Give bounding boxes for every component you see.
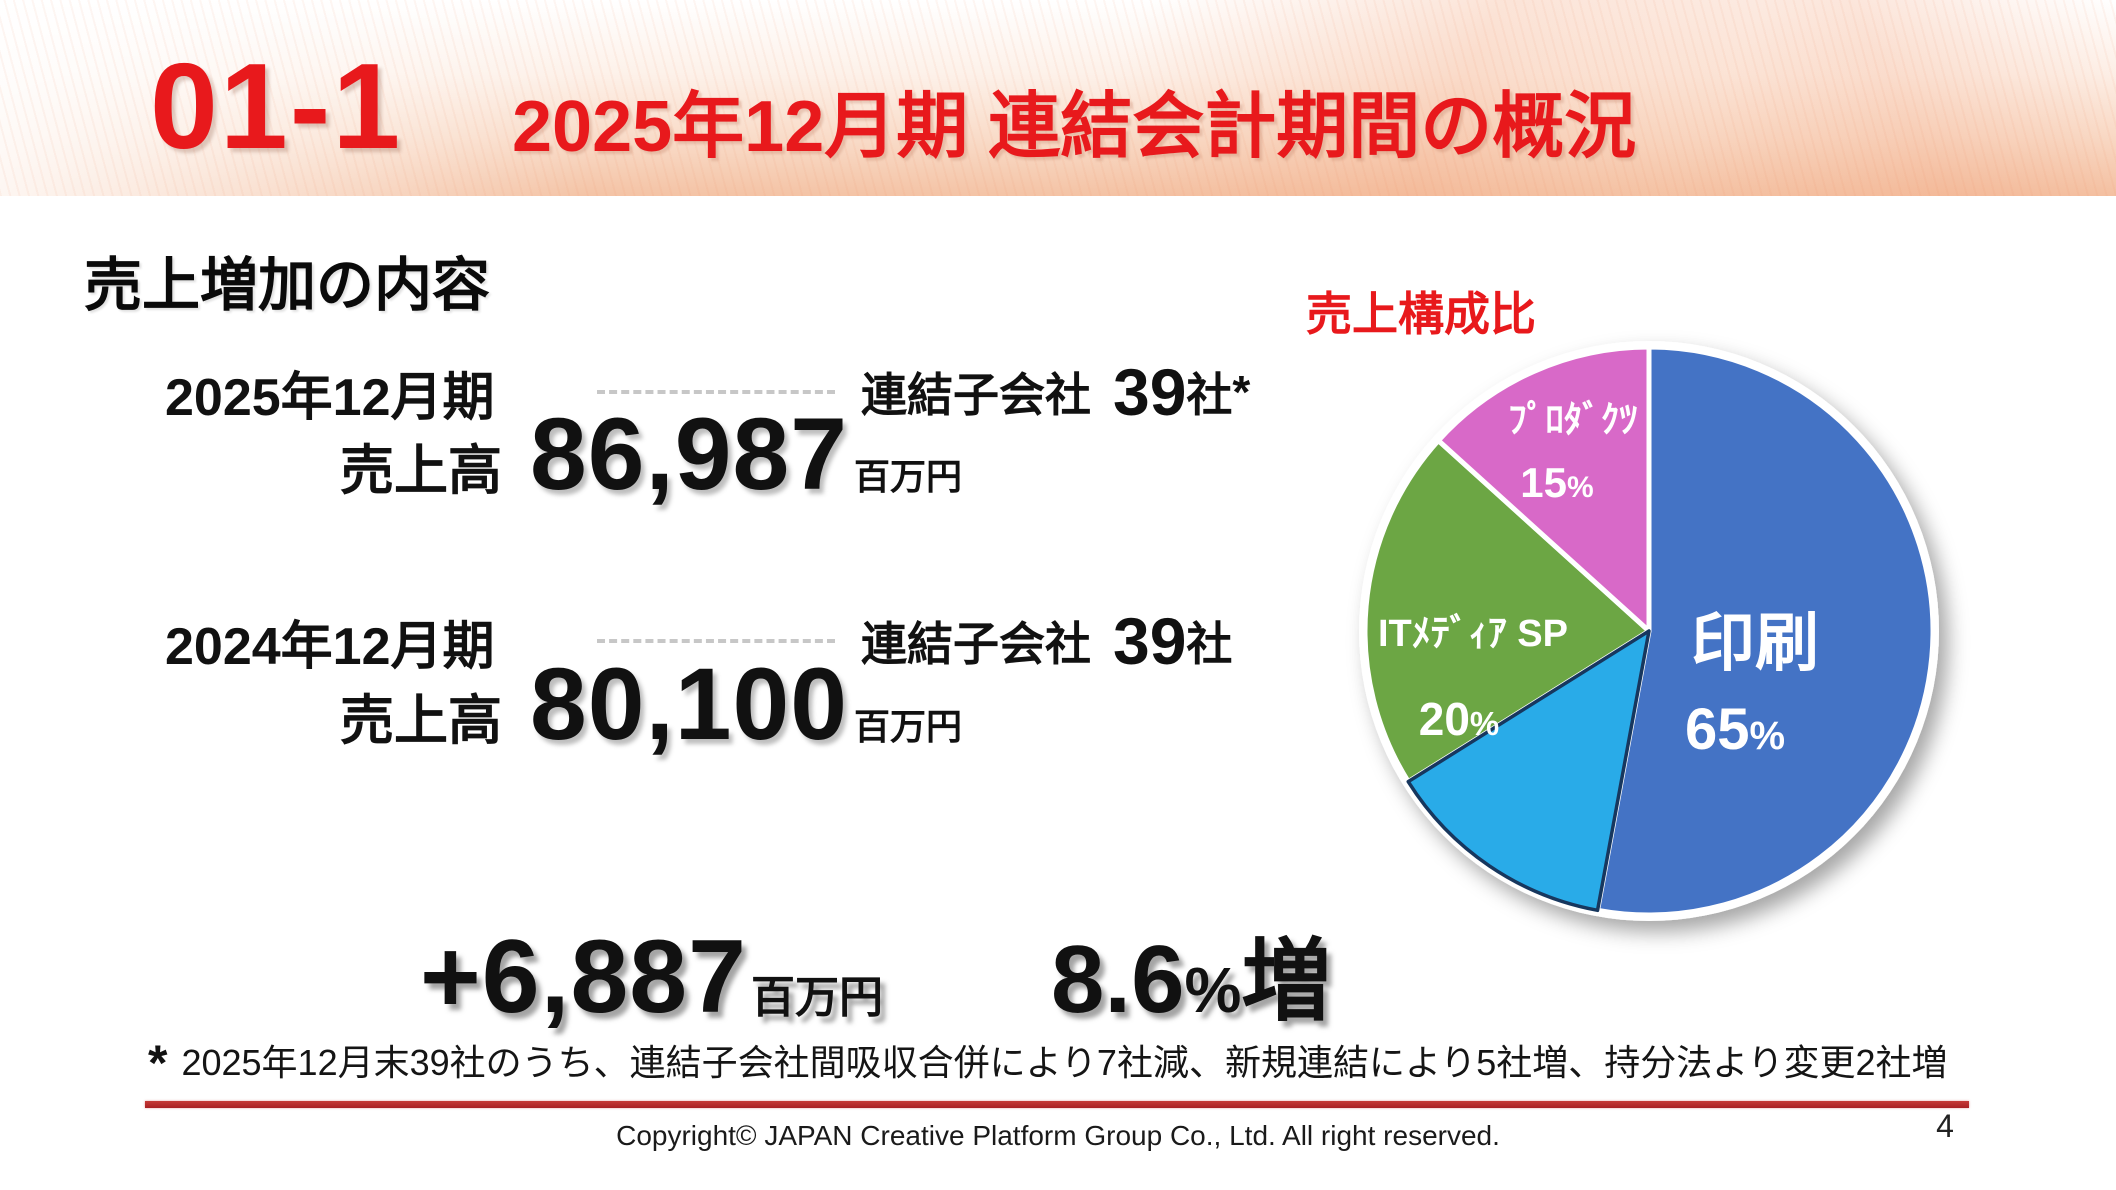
- pie-label-insatsu: 印刷: [1691, 607, 1819, 679]
- content-heading: 売上増加の内容: [84, 253, 491, 318]
- subsidiaries-unit: 社: [1186, 618, 1233, 670]
- page-title: 2025年12月期 連結会計期間の概況: [512, 87, 1637, 167]
- sales-composition-pie-chart: [1359, 341, 1939, 921]
- footer-divider-line: [145, 1101, 1969, 1108]
- sales-row-2024: 売上高 80,100 百万円: [340, 653, 962, 755]
- sales-value: 86,987: [530, 397, 848, 511]
- section-number: 01-1: [150, 38, 403, 174]
- percent-sign: %: [1567, 471, 1594, 504]
- pie-slice-it-media-sp: [1362, 438, 1652, 785]
- percent-sign: %: [1469, 705, 1500, 742]
- percent-sign: %: [1184, 954, 1242, 1026]
- delta-percent-value: 8.6: [1051, 926, 1185, 1033]
- dashed-connector: [597, 639, 835, 643]
- pie-slice-products: [1435, 344, 1652, 634]
- footnote-mark: *: [148, 1035, 168, 1091]
- pie-percent-products: 15%: [1432, 459, 1682, 506]
- delta-value: +6,887: [420, 919, 747, 1035]
- delta-percent-group: 8.6 % 増: [1051, 908, 1331, 1038]
- delta-unit: 百万円: [751, 973, 883, 1022]
- pie-percent-it-media-sp: 20%: [1334, 694, 1584, 745]
- period-label: 2024年12月期: [165, 617, 495, 676]
- period-row-2025: 2025年12月期 連結子会社 39 社 *: [165, 355, 1251, 429]
- sales-value: 80,100: [530, 647, 848, 761]
- percent-sign: %: [1749, 714, 1786, 758]
- subsidiaries-count: 39: [1113, 604, 1187, 678]
- pie-percent-value: 15: [1520, 459, 1568, 506]
- sales-label: 売上高: [340, 441, 502, 501]
- copyright-text: Copyright© JAPAN Creative Platform Group…: [616, 1120, 1500, 1151]
- pie-slice-insatsu-sub: [1406, 629, 1651, 913]
- subsidiaries-unit: 社: [1186, 369, 1233, 421]
- sales-label: 売上高: [340, 691, 502, 751]
- pie-percent-value: 65: [1684, 697, 1750, 762]
- footnote-text: 2025年12月末39社のうち、連結子会社間吸収合併により7社減、新規連結により…: [181, 1042, 1948, 1083]
- pie-percent-value: 20: [1418, 693, 1470, 745]
- dashed-connector: [597, 390, 835, 394]
- delta-percent-suffix: 増: [1241, 932, 1332, 1032]
- subsidiaries-footnote-mark: *: [1232, 366, 1251, 418]
- chart-title: 売上構成比: [1306, 288, 1536, 340]
- page-number: 4: [1936, 1108, 1954, 1144]
- sales-unit: 百万円: [853, 456, 962, 497]
- sales-unit: 百万円: [853, 706, 962, 747]
- pie-slice-insatsu-main: [1595, 344, 1936, 918]
- pie-label-it-media-sp: ITﾒﾃﾞｨｱ SP: [1377, 613, 1569, 655]
- subsidiaries-count: 39: [1113, 355, 1187, 429]
- pie-label-products: ﾌﾟﾛﾀﾞｸﾂ: [1508, 399, 1638, 440]
- sales-row-2025: 売上高 86,987 百万円: [340, 403, 962, 505]
- pie-percent-insatsu: 65%: [1610, 698, 1860, 762]
- footnote: * 2025年12月末39社のうち、連結子会社間吸収合併により7社減、新規連結に…: [148, 1038, 1948, 1088]
- period-label: 2025年12月期: [165, 368, 495, 427]
- subsidiaries-label: 連結子会社: [861, 618, 1091, 670]
- subsidiaries-label: 連結子会社: [861, 369, 1091, 421]
- sales-delta-row: +6,887 百万円 8.6 % 増: [420, 908, 1331, 1038]
- period-row-2024: 2024年12月期 連結子会社 39 社: [165, 604, 1233, 678]
- header-band: 01-1 2025年12月期 連結会計期間の概況: [0, 0, 2116, 196]
